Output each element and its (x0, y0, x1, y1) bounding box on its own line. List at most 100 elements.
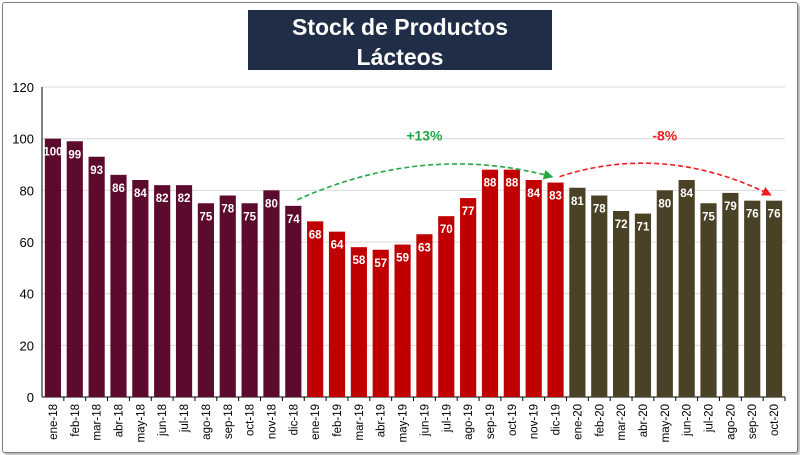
bar (613, 211, 630, 397)
bar (394, 244, 411, 397)
x-tick-label: dic-18 (288, 404, 300, 435)
x-tick-label: sep-20 (747, 404, 759, 439)
bar (481, 169, 499, 397)
bar-value-label: 93 (90, 165, 103, 177)
bar-value-label: 100 (43, 147, 62, 159)
bar-value-label: 75 (243, 211, 256, 223)
bar (197, 203, 214, 397)
x-tick-label: feb-20 (594, 404, 606, 437)
bar (503, 169, 520, 397)
x-tick-label: feb-19 (332, 404, 344, 437)
bar-value-label: 74 (287, 214, 300, 226)
x-tick-label: ago-20 (725, 404, 737, 440)
bar-value-label: 76 (768, 209, 781, 221)
trend-arrow (559, 162, 772, 196)
gridlines (42, 86, 785, 346)
x-tick-label: may-18 (135, 404, 147, 442)
bar-value-label: 75 (702, 211, 715, 223)
bar-value-label: 59 (396, 253, 409, 265)
bar (656, 190, 673, 397)
bar-value-label: 81 (571, 196, 584, 208)
x-tick-label: abr-19 (376, 404, 388, 437)
bar (372, 249, 389, 397)
bar (44, 138, 62, 397)
bar-value-label: 68 (309, 229, 322, 241)
bar (722, 192, 739, 397)
bar (88, 156, 105, 397)
x-tick-label: ago-18 (201, 404, 213, 440)
bar (154, 185, 171, 397)
bar (525, 180, 542, 397)
x-tick-label: sep-18 (223, 404, 235, 439)
x-tick-label: jun-18 (157, 404, 169, 437)
bar-value-label: 57 (374, 258, 387, 270)
bar-value-label: 72 (615, 219, 628, 231)
bar (591, 195, 608, 397)
chart-title: Stock de Productos Lácteos (292, 14, 508, 70)
bar (175, 185, 193, 397)
x-tick-label: ene-18 (48, 404, 60, 440)
bar-value-label: 82 (156, 193, 169, 205)
y-tick-label: 20 (20, 338, 34, 353)
bar (285, 205, 302, 397)
bar-value-label: 70 (440, 224, 453, 236)
x-tick-label: oct-18 (245, 404, 257, 436)
bar-value-label: 71 (637, 222, 650, 234)
x-tick-label: oct-19 (507, 404, 519, 436)
x-tick-label: may-19 (398, 404, 410, 442)
x-tick-label: mar-18 (92, 404, 104, 440)
bar (438, 216, 455, 397)
y-tick-label: 60 (20, 235, 34, 250)
x-tick-label: mar-19 (354, 404, 366, 440)
x-tick-label: jun-20 (682, 404, 694, 437)
bar-value-label: 88 (484, 178, 497, 190)
y-tick-label: 100 (12, 132, 34, 147)
bar (744, 200, 761, 397)
trend-annotation-label: +13% (406, 128, 443, 144)
x-tick-label: may-20 (660, 404, 672, 442)
x-tick-label: abr-18 (113, 404, 125, 437)
bar-value-label: 79 (724, 201, 737, 213)
x-tick-label: ene-19 (310, 404, 322, 440)
trend-arrow (296, 163, 554, 201)
bar (547, 182, 564, 397)
x-tick-label: jun-19 (419, 404, 431, 437)
bar-value-label: 78 (221, 204, 234, 216)
bar (700, 203, 717, 397)
bar-value-label: 84 (527, 188, 540, 200)
bar-value-label: 58 (352, 255, 365, 267)
bar (634, 213, 652, 397)
bar (569, 187, 586, 397)
x-tick-label: oct-20 (769, 404, 781, 436)
bar (678, 180, 695, 397)
trend-annotation-label: -8% (652, 128, 677, 144)
bar (263, 190, 280, 397)
y-tick-label: 0 (27, 390, 34, 405)
bar-value-label: 83 (549, 191, 562, 203)
x-tick-label: dic-19 (551, 404, 563, 435)
bar-value-label: 77 (462, 206, 475, 218)
x-tick-label: jul-19 (441, 404, 453, 433)
bar-value-label: 84 (134, 188, 147, 200)
bar-value-label: 84 (680, 188, 693, 200)
x-tick-label: ago-19 (463, 404, 475, 440)
x-tick-label: nov-18 (266, 404, 278, 439)
bar (66, 141, 83, 397)
bar-value-label: 80 (265, 198, 278, 210)
x-tick-label: abr-20 (638, 404, 650, 437)
bar (307, 221, 324, 397)
bar (110, 174, 127, 397)
bars: 100 99 93 86 84 82 82 75 78 75 80 74 68 64 58 57 59 63 70 7… (43, 138, 783, 397)
bar-value-label: 80 (658, 198, 671, 210)
y-tick-label: 40 (20, 287, 34, 302)
x-tick-label: ene-20 (572, 404, 584, 440)
bar (416, 234, 433, 397)
bar-value-label: 86 (112, 183, 125, 195)
bar (765, 200, 783, 397)
bar (328, 231, 346, 397)
bar-value-label: 99 (68, 149, 81, 161)
bar (460, 198, 477, 397)
axes: 0 20 40 60 80 100 120 ene-18 feb-18 mar-18 abr-18 m… (12, 80, 786, 442)
bar (350, 247, 367, 397)
